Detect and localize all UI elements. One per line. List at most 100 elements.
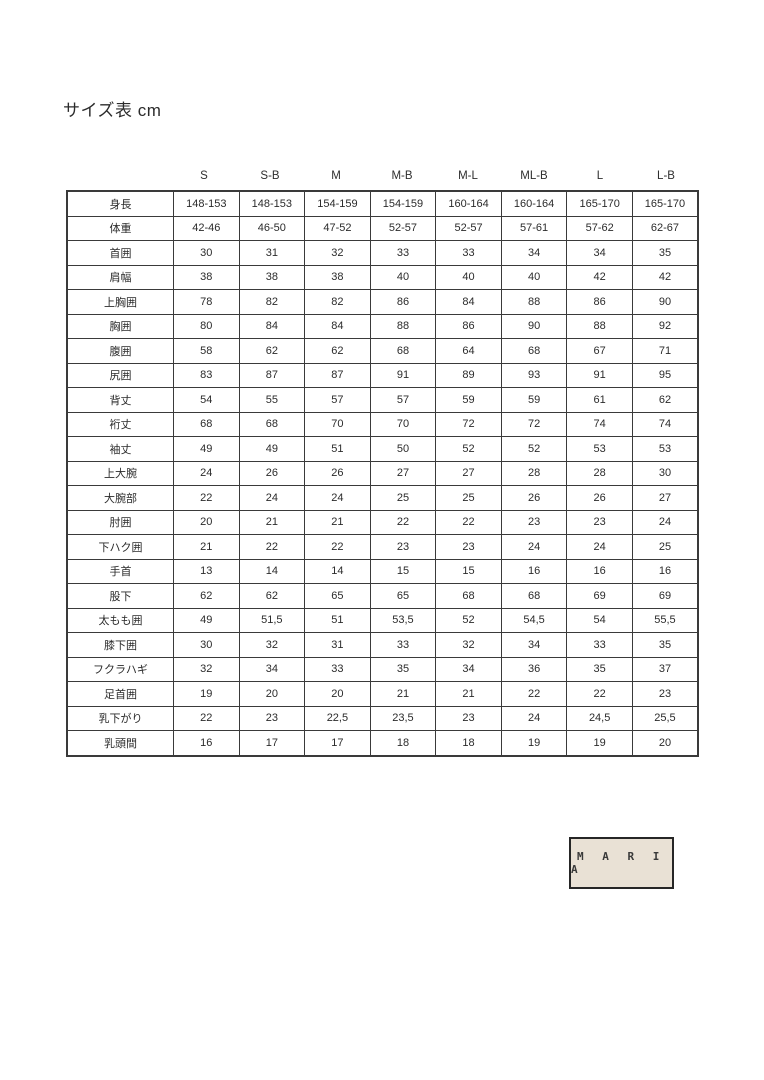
table-cell: 23 bbox=[631, 681, 699, 707]
table-cell: 23,5 bbox=[369, 705, 437, 731]
table-row: 乳頭間 16 17 17 18 18 19 19 20 bbox=[66, 730, 699, 756]
table-cell: 22 bbox=[500, 681, 568, 707]
table-cell: 34 bbox=[566, 240, 633, 266]
table-cell: 34 bbox=[500, 632, 568, 658]
table-cell: 15 bbox=[435, 558, 502, 584]
table-cell: 19 bbox=[173, 681, 240, 707]
table-row: 肘囲 20 21 21 22 22 23 23 24 bbox=[66, 509, 699, 535]
table-cell: 68 bbox=[238, 411, 306, 437]
table-cell: 69 bbox=[631, 583, 699, 609]
row-label: 膝下囲 bbox=[66, 632, 174, 658]
column-header: L bbox=[596, 170, 604, 182]
table-cell: 40 bbox=[500, 264, 568, 290]
table-cell: 52 bbox=[435, 607, 502, 633]
page-title: サイズ表 cm bbox=[63, 101, 162, 120]
table-cell: 72 bbox=[500, 411, 568, 437]
column-header: ML-B bbox=[520, 170, 548, 182]
table-cell: 83 bbox=[173, 362, 240, 388]
size-table-grid: 身長 148-153 148-153 154-159 154-159 160-164 160… bbox=[66, 190, 699, 757]
column-header: M bbox=[331, 170, 341, 182]
table-cell: 49 bbox=[238, 436, 306, 462]
table-row: 上胸囲 78 82 82 86 84 88 86 90 bbox=[66, 289, 699, 315]
table-cell: 52 bbox=[435, 436, 502, 462]
table-cell: 46-50 bbox=[238, 215, 306, 241]
table-cell: 20 bbox=[173, 509, 240, 535]
table-row: 首囲 30 31 32 33 33 34 34 35 bbox=[66, 240, 699, 266]
table-cell: 36 bbox=[500, 656, 568, 682]
table-cell: 22 bbox=[304, 534, 371, 560]
table-cell: 26 bbox=[566, 485, 633, 511]
table-cell: 23 bbox=[238, 705, 306, 731]
table-row: 尻囲 83 87 87 91 89 93 91 95 bbox=[66, 362, 699, 388]
table-cell: 62-67 bbox=[631, 215, 699, 241]
table-cell: 33 bbox=[304, 656, 371, 682]
table-cell: 33 bbox=[566, 632, 633, 658]
table-row: 背丈 54 55 57 57 59 59 61 62 bbox=[66, 387, 699, 413]
table-cell: 95 bbox=[631, 362, 699, 388]
table-cell: 90 bbox=[500, 313, 568, 339]
table-cell: 38 bbox=[238, 264, 306, 290]
table-cell: 24 bbox=[631, 509, 699, 535]
table-cell: 47-52 bbox=[304, 215, 371, 241]
table-cell: 68 bbox=[173, 411, 240, 437]
table-cell: 28 bbox=[500, 460, 568, 486]
table-cell: 78 bbox=[173, 289, 240, 315]
table-cell: 74 bbox=[566, 411, 633, 437]
table-cell: 54,5 bbox=[500, 607, 568, 633]
table-cell: 88 bbox=[566, 313, 633, 339]
table-cell: 84 bbox=[238, 313, 306, 339]
table-cell: 21 bbox=[369, 681, 437, 707]
table-cell: 53 bbox=[631, 436, 699, 462]
table-cell: 32 bbox=[435, 632, 502, 658]
table-cell: 33 bbox=[369, 632, 437, 658]
table-cell: 68 bbox=[369, 338, 437, 364]
column-header: S bbox=[200, 170, 208, 182]
table-cell: 25 bbox=[369, 485, 437, 511]
table-cell: 160-164 bbox=[500, 190, 568, 217]
table-cell: 72 bbox=[435, 411, 502, 437]
table-cell: 55,5 bbox=[631, 607, 699, 633]
table-row: 膝下囲 30 32 31 33 32 34 33 35 bbox=[66, 632, 699, 658]
table-row: フクラハギ 32 34 33 35 34 36 35 37 bbox=[66, 656, 699, 682]
table-cell: 19 bbox=[500, 730, 568, 756]
table-cell: 70 bbox=[304, 411, 371, 437]
table-cell: 24 bbox=[238, 485, 306, 511]
table-cell: 37 bbox=[631, 656, 699, 682]
table-row: 太もも囲 49 51,5 51 53,5 52 54,5 54 55,5 bbox=[66, 607, 699, 633]
table-cell: 26 bbox=[238, 460, 306, 486]
table-row: 身長 148-153 148-153 154-159 154-159 160-164 160… bbox=[66, 190, 699, 217]
table-cell: 57 bbox=[304, 387, 371, 413]
table-cell: 18 bbox=[369, 730, 437, 756]
table-cell: 52-57 bbox=[369, 215, 437, 241]
row-label: 肩幅 bbox=[66, 264, 174, 290]
table-cell: 35 bbox=[631, 240, 699, 266]
table-cell: 32 bbox=[173, 656, 240, 682]
table-cell: 62 bbox=[631, 387, 699, 413]
table-cell: 71 bbox=[631, 338, 699, 364]
table-cell: 24 bbox=[500, 534, 568, 560]
table-cell: 67 bbox=[566, 338, 633, 364]
table-row: 股下 62 62 65 65 68 68 69 69 bbox=[66, 583, 699, 609]
table-cell: 42 bbox=[631, 264, 699, 290]
table-cell: 38 bbox=[304, 264, 371, 290]
table-header-row: S S-B M M-B M-L ML-B L L-B bbox=[66, 164, 699, 190]
table-row: 裄丈 68 68 70 70 72 72 74 74 bbox=[66, 411, 699, 437]
row-label: 袖丈 bbox=[66, 436, 174, 462]
table-cell: 57 bbox=[369, 387, 437, 413]
table-cell: 31 bbox=[238, 240, 306, 266]
table-cell: 22 bbox=[173, 705, 240, 731]
table-cell: 24 bbox=[304, 485, 371, 511]
table-cell: 24 bbox=[500, 705, 568, 731]
table-cell: 82 bbox=[304, 289, 371, 315]
table-cell: 59 bbox=[435, 387, 502, 413]
table-cell: 35 bbox=[369, 656, 437, 682]
table-cell: 53 bbox=[566, 436, 633, 462]
table-row: 足首囲 19 20 20 21 21 22 22 23 bbox=[66, 681, 699, 707]
row-label: 胸囲 bbox=[66, 313, 174, 339]
row-label: 上大腕 bbox=[66, 460, 174, 486]
row-label: 股下 bbox=[66, 583, 174, 609]
table-cell: 22,5 bbox=[304, 705, 371, 731]
table-cell: 86 bbox=[369, 289, 437, 315]
row-label: 身長 bbox=[66, 190, 174, 217]
table-cell: 26 bbox=[304, 460, 371, 486]
